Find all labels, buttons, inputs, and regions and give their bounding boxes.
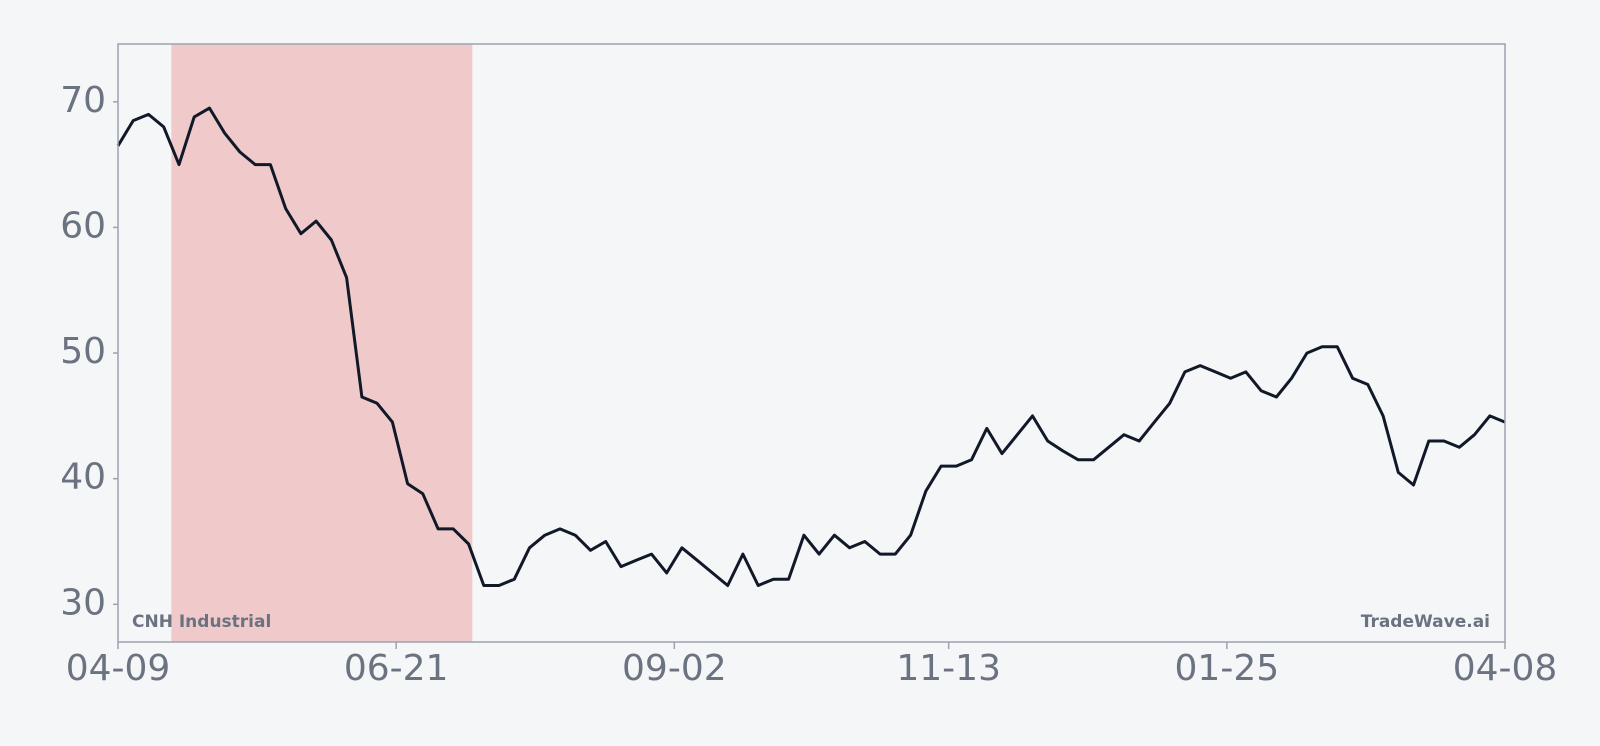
x-tick-label: 04-09 xyxy=(66,648,171,689)
y-tick-label: 70 xyxy=(60,80,106,121)
plot-frame xyxy=(117,43,1506,643)
y-tick-label: 50 xyxy=(60,331,106,372)
price-line xyxy=(116,106,1506,587)
highlight-band xyxy=(171,44,473,642)
annotation: TradeWave.ai xyxy=(1361,612,1490,632)
y-tick-label: 60 xyxy=(60,205,106,246)
annotation: CNH Industrial xyxy=(132,612,271,632)
x-tick-label: 04-08 xyxy=(1453,648,1558,689)
x-tick-label: 06-21 xyxy=(344,648,449,689)
y-tick-label: 40 xyxy=(60,457,106,498)
x-tick-label: 09-02 xyxy=(622,648,727,689)
y-tick-label: 30 xyxy=(60,582,106,623)
x-tick-label: 01-25 xyxy=(1175,648,1280,689)
x-tick-label: 11-13 xyxy=(896,648,1001,689)
